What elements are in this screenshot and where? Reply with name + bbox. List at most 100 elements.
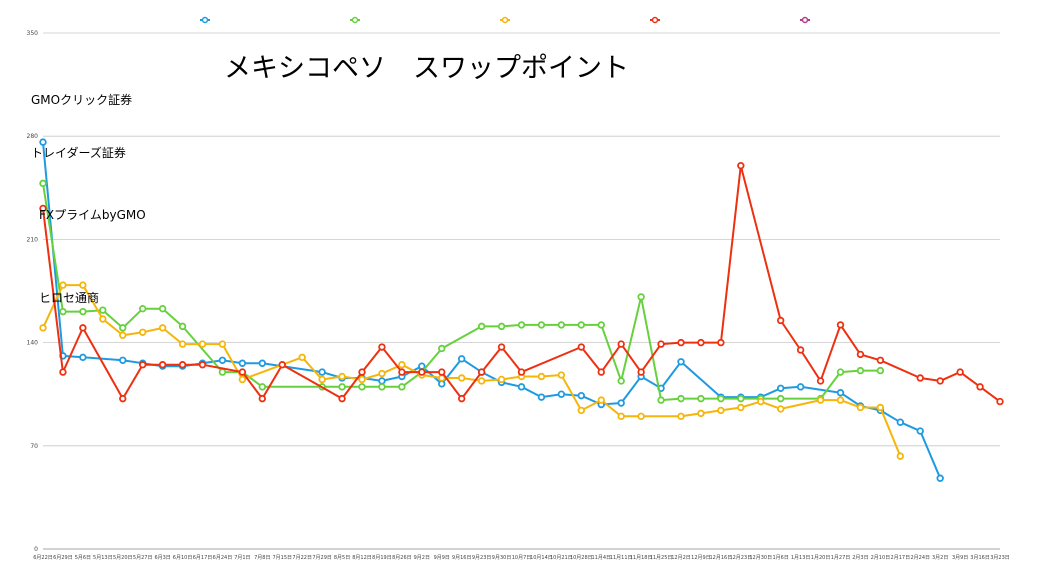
x-tick-label: 11月11日: [610, 555, 633, 561]
x-tick-label: 10月14日: [530, 555, 553, 561]
data-point: [79, 307, 87, 316]
data-point: [178, 322, 187, 331]
data-point: [896, 452, 905, 460]
data-point: [836, 396, 845, 404]
data-point: [39, 138, 47, 146]
data-point: [497, 343, 506, 351]
data-point: [338, 383, 346, 391]
data-point: [557, 321, 566, 329]
broker-label-fxprime: FXプライムbyGMO: [39, 208, 146, 222]
data-point: [776, 316, 785, 325]
x-tick-label: 12月9日: [691, 555, 711, 561]
data-point: [537, 321, 546, 329]
x-tick-label: 6月24日: [213, 555, 233, 561]
x-tick-label: 2月10日: [871, 555, 891, 561]
data-point: [876, 403, 885, 412]
data-point: [477, 368, 486, 376]
data-point: [856, 403, 865, 412]
x-tick-label: 9月16日: [452, 555, 472, 561]
x-tick-label: 2月24日: [910, 555, 930, 561]
data-point: [617, 377, 625, 385]
data-point: [238, 375, 247, 384]
data-point: [697, 338, 705, 347]
data-point: [916, 374, 924, 382]
data-point: [99, 306, 107, 314]
data-point: [238, 368, 247, 376]
series-2: [39, 179, 885, 404]
data-point: [896, 418, 905, 426]
data-point: [557, 390, 566, 398]
data-point: [457, 374, 466, 382]
data-point: [218, 368, 227, 376]
x-axis: 6月22日 6月29日 5月6日 5月13日 5月20日 5月27日 6月3日 6月10日 6月…: [33, 555, 1010, 561]
data-point: [59, 281, 67, 289]
data-point: [717, 406, 725, 415]
data-point: [737, 394, 745, 403]
x-tick-label: 5月13日: [93, 555, 113, 561]
data-point: [617, 340, 625, 348]
x-tick-label: 8月26日: [392, 555, 412, 561]
data-point: [936, 474, 944, 482]
data-point: [836, 368, 845, 376]
data-point: [238, 359, 247, 367]
data-point: [398, 361, 406, 369]
data-point: [438, 344, 446, 353]
data-point: [816, 396, 825, 404]
data-point: [577, 321, 586, 329]
series-3: [39, 281, 905, 460]
data-point: [258, 394, 267, 403]
data-point: [697, 394, 705, 403]
x-tick-label: 3月2日: [932, 555, 948, 561]
data-point: [138, 328, 147, 336]
data-point: [936, 377, 944, 385]
x-tick-label: 9月2日: [414, 555, 430, 561]
data-point: [278, 361, 286, 369]
x-tick-label: 6月22日: [33, 555, 53, 561]
x-tick-label: 12月2日: [671, 555, 691, 561]
data-point: [318, 368, 326, 376]
x-tick-label: 2月17日: [891, 555, 911, 561]
data-point: [677, 338, 685, 347]
x-tick-label: 1月13日: [791, 555, 811, 561]
data-point: [617, 412, 625, 421]
x-tick-label: 11月25日: [650, 555, 673, 561]
x-tick-label: 2月3日: [852, 555, 868, 561]
data-point: [477, 322, 486, 331]
data-point: [178, 361, 187, 369]
data-point: [79, 324, 87, 332]
data-point: [258, 359, 267, 367]
x-tick-label: 6月3日: [154, 555, 170, 561]
legend-swatch-marker: [651, 16, 659, 24]
data-point: [198, 361, 207, 369]
x-tick-label: 6月17日: [193, 555, 213, 561]
data-point: [158, 361, 167, 369]
x-tick-label: 9月9日: [434, 555, 450, 561]
data-point: [617, 399, 625, 407]
data-point: [378, 377, 386, 385]
series-1: [39, 138, 944, 482]
series-line: [42, 284, 902, 457]
x-tick-label: 10月7日: [512, 555, 532, 561]
x-tick-label: 1月27日: [831, 555, 851, 561]
data-point: [119, 324, 127, 332]
x-tick-label: 12月16日: [710, 555, 733, 561]
x-tick-label: 1月6日: [773, 555, 789, 561]
data-point: [378, 343, 386, 351]
data-point: [59, 368, 67, 376]
data-point: [99, 315, 107, 323]
data-point: [637, 368, 645, 376]
data-point: [79, 353, 87, 362]
legend-swatch-marker: [351, 16, 359, 24]
data-point: [836, 389, 845, 397]
series-4: [39, 161, 1004, 406]
data-point: [956, 368, 964, 376]
data-point: [856, 366, 865, 375]
x-tick-label: 10月28日: [570, 555, 593, 561]
data-point: [378, 383, 386, 391]
x-tick-label: 11月4日: [591, 555, 611, 561]
gridlines: [43, 32, 1000, 550]
x-tick-label: 9月30日: [492, 555, 512, 561]
data-point: [577, 343, 586, 351]
x-tick-label: 8月5日: [334, 555, 350, 561]
data-point: [717, 338, 725, 347]
